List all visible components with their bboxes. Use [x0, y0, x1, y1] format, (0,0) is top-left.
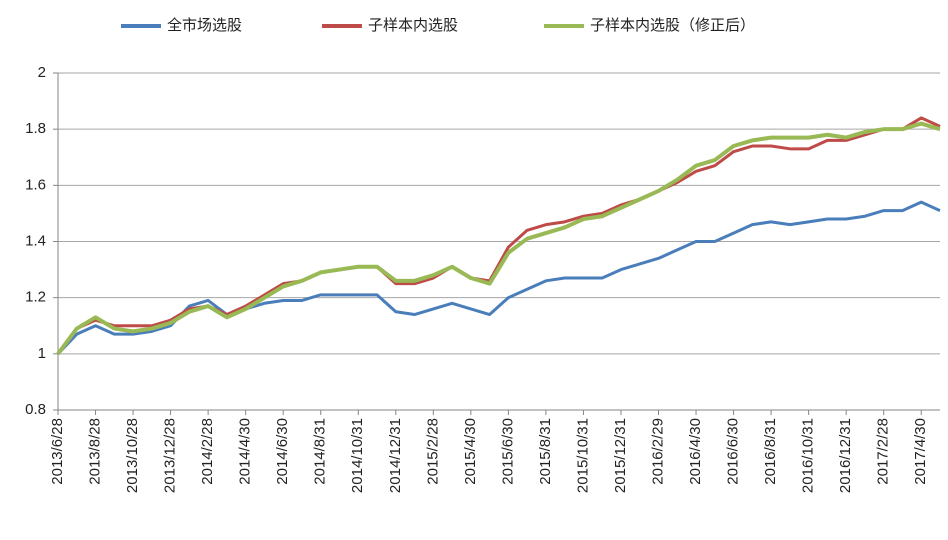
x-tick-label: 2016/10/31 [800, 418, 817, 493]
x-tick-label: 2013/10/28 [124, 418, 141, 493]
legend-label: 子样本内选股（修正后） [590, 17, 755, 34]
y-tick-label: 2 [38, 64, 46, 81]
x-tick-label: 2014/8/31 [312, 418, 329, 485]
y-tick-label: 1.2 [25, 289, 46, 306]
x-tick-label: 2015/8/31 [537, 418, 554, 485]
series-line [56, 116, 941, 355]
x-tick-label: 2014/2/28 [199, 418, 216, 485]
y-tick-label: 1.8 [25, 120, 46, 137]
series-line [56, 121, 941, 356]
x-tick-label: 2014/12/31 [387, 418, 404, 493]
x-tick-label: 2015/10/31 [574, 418, 591, 493]
x-tick-label: 2013/6/28 [49, 418, 66, 485]
x-tick-label: 2016/6/30 [725, 418, 742, 485]
x-tick-label: 2016/8/31 [762, 418, 779, 485]
x-tick-label: 2013/8/28 [87, 418, 104, 485]
x-tick-label: 2017/2/28 [875, 418, 892, 485]
x-tick-label: 2016/4/30 [687, 418, 704, 485]
y-tick-label: 1.4 [25, 232, 46, 249]
x-tick-label: 2017/4/30 [912, 418, 929, 485]
x-tick-label: 2014/10/31 [349, 418, 366, 493]
series-line [56, 200, 941, 355]
x-tick-label: 2016/2/29 [649, 418, 666, 485]
x-tick-label: 2015/6/30 [499, 418, 516, 485]
x-tick-label: 2013/12/28 [162, 418, 179, 493]
x-tick-label: 2015/2/28 [424, 418, 441, 485]
legend-label: 全市场选股 [167, 16, 242, 34]
x-tick-label: 2016/12/31 [837, 418, 854, 493]
x-tick-label: 2015/12/31 [612, 418, 629, 493]
x-tick-label: 2015/4/30 [462, 418, 479, 485]
y-tick-label: 1.6 [25, 176, 46, 193]
x-tick-label: 2014/4/30 [237, 418, 254, 485]
y-tick-label: 0.8 [25, 401, 46, 418]
legend-label: 子样本内选股 [368, 17, 458, 34]
y-tick-label: 1 [38, 345, 46, 362]
x-tick-label: 2014/6/30 [274, 418, 291, 485]
